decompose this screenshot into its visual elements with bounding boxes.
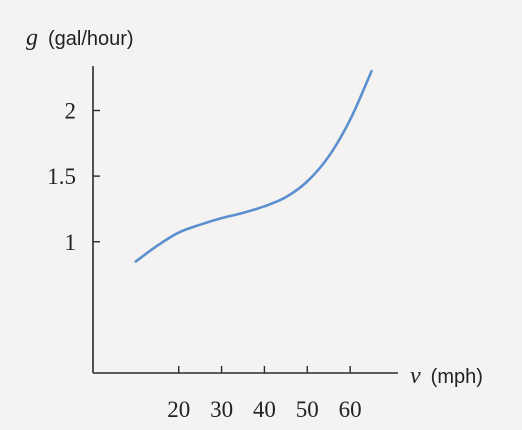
y-tick-label-2: 2 xyxy=(65,99,77,124)
y-tick-label-1: 1 xyxy=(65,230,77,255)
y-axis-label: g (gal/hour) xyxy=(26,25,134,51)
x-axis-variable: v xyxy=(410,363,421,389)
x-tick-label-40: 40 xyxy=(253,397,276,422)
series-group xyxy=(134,69,373,263)
x-tick-label-30: 30 xyxy=(210,397,233,422)
axes xyxy=(92,66,398,374)
x-ticks: 20 30 40 50 60 xyxy=(167,366,362,422)
series-line-0 xyxy=(134,69,373,263)
x-tick-label-50: 50 xyxy=(296,397,319,422)
x-axis-label: v (mph) xyxy=(410,363,483,389)
y-axis-unit: (gal/hour) xyxy=(48,28,134,50)
x-tick-label-60: 60 xyxy=(339,397,362,422)
x-tick-label-20: 20 xyxy=(167,397,190,422)
x-axis-unit: (mph) xyxy=(431,366,483,388)
y-tick-label-1.5: 1.5 xyxy=(47,164,76,189)
y-axis-variable: g xyxy=(26,25,38,51)
y-ticks: 11.52 xyxy=(47,99,100,255)
